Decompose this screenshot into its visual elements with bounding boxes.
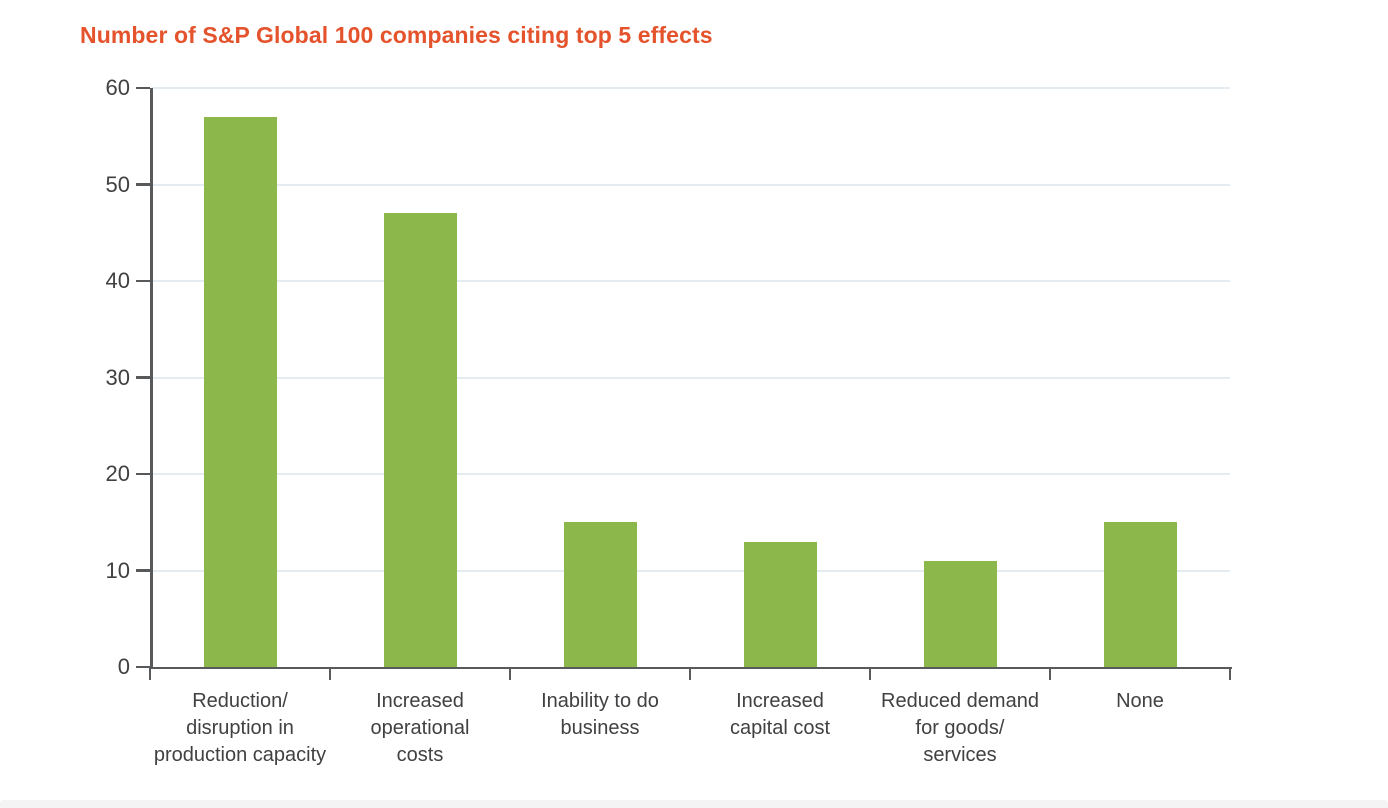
y-axis-tick bbox=[136, 376, 150, 379]
y-axis-tick-label: 40 bbox=[105, 268, 130, 293]
x-axis-tick bbox=[148, 667, 152, 680]
x-category-label: Reduced demand for goods/ services bbox=[881, 690, 1039, 766]
x-category-label: Increased capital cost bbox=[729, 690, 831, 739]
x-axis-tick bbox=[868, 667, 872, 680]
y-axis-tick bbox=[136, 472, 150, 476]
x-axis-tick bbox=[1228, 667, 1232, 680]
gridline bbox=[152, 473, 1230, 475]
x-axis-tick bbox=[688, 667, 692, 680]
y-axis-tick bbox=[136, 279, 150, 283]
gridline bbox=[152, 183, 1230, 186]
y-axis-tick bbox=[136, 183, 150, 186]
y-axis-tick bbox=[136, 665, 150, 669]
bar bbox=[563, 522, 637, 667]
bar bbox=[923, 560, 997, 667]
x-category-label: Reduction/ disruption in production capa… bbox=[153, 690, 327, 766]
y-axis-tick-label: 10 bbox=[105, 557, 130, 583]
x-category-label: Inability to do business bbox=[541, 690, 659, 739]
y-axis-tick-label: 20 bbox=[105, 461, 130, 486]
gridline bbox=[152, 280, 1230, 282]
x-category-label: Increased operational costs bbox=[370, 690, 470, 766]
x-category-label: None bbox=[1116, 690, 1164, 712]
y-axis-tick bbox=[136, 569, 150, 572]
y-axis-tick-label: 0 bbox=[117, 654, 130, 679]
y-axis-tick-label: 30 bbox=[105, 364, 130, 390]
bar bbox=[203, 116, 277, 667]
y-axis-tick-label: 60 bbox=[105, 75, 130, 100]
bar bbox=[383, 213, 457, 667]
x-axis-tick bbox=[328, 667, 332, 680]
x-axis-tick bbox=[508, 667, 512, 680]
y-axis bbox=[150, 88, 153, 669]
y-axis-tick-label: 50 bbox=[105, 171, 130, 197]
footer-divider bbox=[0, 800, 1388, 808]
gridline bbox=[152, 376, 1230, 379]
y-axis-tick bbox=[136, 86, 150, 90]
chart-title: Number of S&P Global 100 companies citin… bbox=[80, 22, 713, 48]
gridline bbox=[152, 87, 1230, 89]
x-axis-tick bbox=[1048, 667, 1052, 680]
gridline bbox=[152, 569, 1230, 572]
bar bbox=[743, 541, 817, 667]
bar bbox=[1103, 522, 1177, 667]
